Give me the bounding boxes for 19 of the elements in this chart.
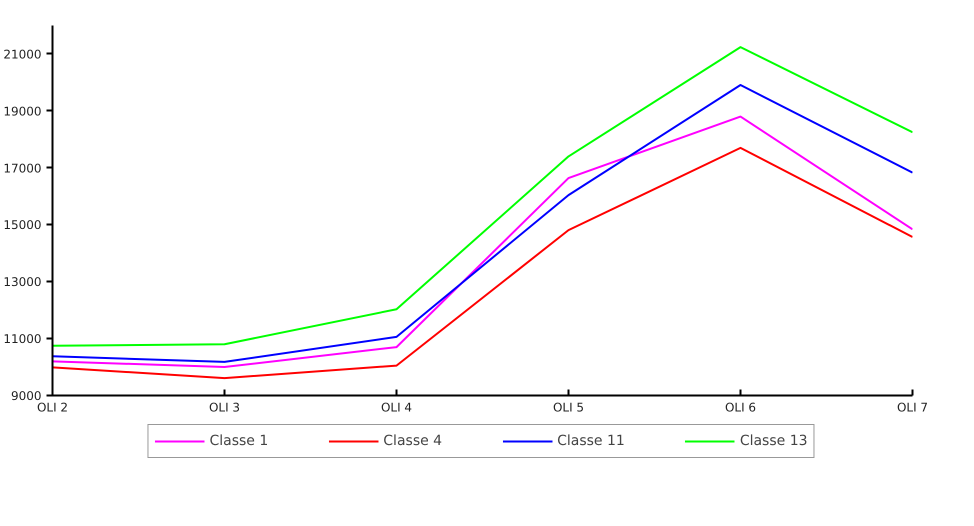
x-tick-label: OLI 2 <box>36 400 68 414</box>
y-tick-label: 17000 <box>3 161 42 176</box>
y-tick-label: 19000 <box>3 104 42 118</box>
x-tick-label: OLI 5 <box>552 400 584 414</box>
y-tick-label: 15000 <box>3 218 42 232</box>
x-tick-label: OLI 4 <box>380 400 412 414</box>
legend-label: Classe 1 <box>209 433 268 449</box>
line-series <box>52 146 912 380</box>
x-tick-label: OLI 6 <box>724 400 756 414</box>
legend-label: Classe 11 <box>557 433 625 449</box>
x-tick-label: OLI 7 <box>896 400 928 414</box>
legend-label: Classe 4 <box>383 433 442 449</box>
y-tick-label: 11000 <box>3 332 42 346</box>
x-tick-label: OLI 3 <box>208 400 240 414</box>
y-tick-label: 13000 <box>3 275 42 290</box>
line-series <box>52 46 912 347</box>
y-tick-label: 9000 <box>10 389 42 403</box>
legend-label: Classe 13 <box>740 433 808 449</box>
y-tick-label: 21000 <box>3 47 42 62</box>
